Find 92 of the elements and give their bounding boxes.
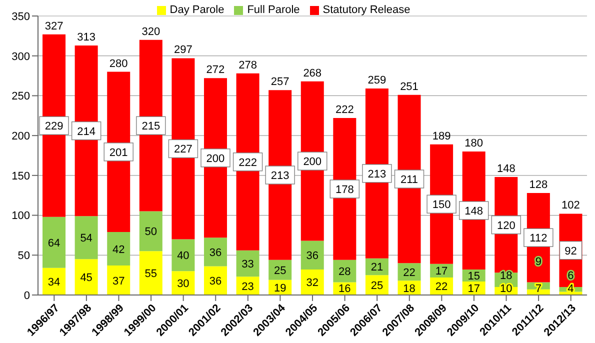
- y-tick-label: 0: [24, 290, 30, 302]
- legend-label: Day Parole: [170, 4, 224, 16]
- total-label: 180: [464, 138, 484, 150]
- data-label: 36: [306, 250, 318, 262]
- total-label: 259: [368, 74, 386, 87]
- bar: [172, 239, 195, 272]
- data-label: 17: [468, 283, 480, 295]
- bar: [204, 238, 227, 266]
- data-label: 28: [338, 266, 351, 278]
- data-label: 229: [44, 120, 64, 133]
- data-label: 33: [242, 258, 254, 271]
- data-label: 22: [435, 281, 448, 294]
- data-label: 200: [206, 152, 225, 165]
- data-label: 50: [144, 226, 158, 238]
- data-label: 18: [403, 282, 416, 295]
- data-label: 215: [142, 120, 160, 133]
- data-label: 178: [335, 184, 354, 196]
- data-label: 222: [238, 156, 257, 169]
- data-label: 9: [535, 256, 542, 268]
- y-tick-label: 150: [12, 170, 30, 182]
- total-label: 280: [109, 58, 128, 70]
- total-label: 148: [496, 163, 516, 176]
- data-label: 213: [270, 170, 290, 182]
- data-label: 10: [500, 283, 512, 295]
- total-label: 189: [432, 130, 451, 142]
- y-tick-label: 200: [12, 130, 30, 142]
- total-label: 297: [174, 44, 192, 56]
- total-label: 257: [270, 76, 290, 88]
- data-label: 64: [48, 237, 60, 250]
- total-label: 278: [238, 59, 257, 72]
- bar: [74, 259, 98, 295]
- data-label: 32: [306, 277, 318, 290]
- y-tick-label: 300: [12, 50, 30, 63]
- data-label: 54: [80, 232, 92, 245]
- bar: [42, 268, 66, 295]
- data-label: 92: [564, 245, 577, 258]
- data-label: 148: [464, 206, 484, 218]
- data-label: 150: [432, 199, 451, 212]
- total-label: 251: [400, 80, 418, 93]
- data-label: 112: [530, 232, 548, 245]
- total-label: 320: [142, 26, 160, 38]
- bar: [107, 232, 130, 266]
- bar: [74, 216, 98, 260]
- data-label: 30: [177, 278, 190, 290]
- data-label: 45: [80, 272, 92, 284]
- legend-label: Statutory Release: [322, 4, 410, 16]
- bar: [204, 266, 227, 295]
- data-label: 16: [338, 283, 351, 295]
- total-label: 313: [77, 31, 96, 44]
- data-label: 37: [112, 275, 125, 288]
- total-label: 102: [562, 200, 580, 212]
- data-label: 18: [500, 270, 512, 282]
- data-label: 25: [274, 264, 286, 277]
- bar: [300, 240, 324, 270]
- data-label: 55: [144, 268, 158, 280]
- data-label: 23: [242, 280, 254, 293]
- data-label: 214: [77, 126, 96, 138]
- bar: [139, 211, 162, 252]
- data-label: 213: [368, 168, 386, 180]
- data-label: 6: [568, 270, 574, 282]
- bar: [139, 251, 162, 295]
- total-label: 268: [303, 67, 322, 80]
- data-label: 7: [535, 283, 542, 295]
- data-label: 21: [370, 262, 384, 274]
- data-label: 201: [109, 146, 128, 159]
- data-label: 227: [174, 144, 192, 156]
- data-label: 25: [370, 280, 384, 292]
- y-tick-label: 50: [18, 250, 30, 262]
- data-label: 200: [303, 156, 322, 168]
- data-label: 34: [48, 276, 60, 288]
- data-label: 19: [274, 282, 286, 294]
- data-label: 17: [435, 266, 448, 278]
- y-tick-label: 350: [12, 10, 30, 23]
- bar: [107, 266, 130, 295]
- legend-label: Full Parole: [247, 4, 300, 16]
- data-label: 40: [177, 250, 190, 262]
- data-label: 211: [400, 174, 418, 186]
- data-label: 36: [209, 276, 222, 288]
- bar: [236, 250, 260, 277]
- data-label: 15: [468, 270, 480, 282]
- bar: [42, 216, 66, 268]
- total-label: 272: [206, 64, 225, 76]
- y-tick-label: 100: [12, 210, 30, 222]
- data-label: 22: [403, 266, 416, 279]
- data-label: 42: [112, 244, 125, 256]
- total-label: 327: [44, 20, 64, 32]
- total-label: 222: [335, 104, 354, 116]
- y-tick-label: 250: [12, 90, 30, 103]
- bar: [300, 269, 324, 295]
- total-label: 128: [529, 178, 548, 191]
- data-label: 120: [496, 220, 516, 232]
- data-label: 36: [209, 246, 222, 259]
